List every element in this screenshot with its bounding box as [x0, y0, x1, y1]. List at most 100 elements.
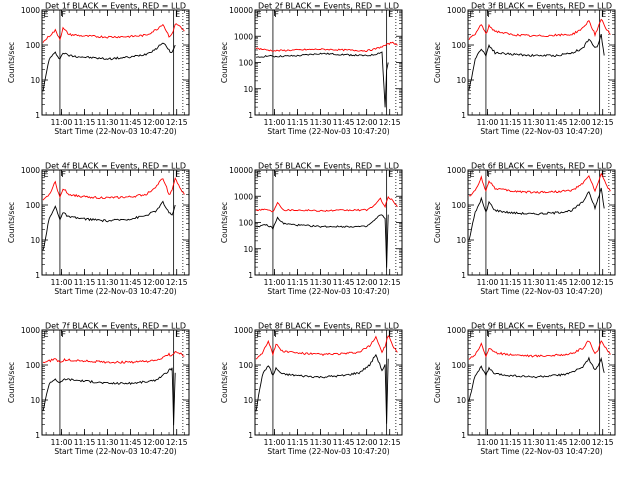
x-tick-label: 11:15 — [74, 118, 96, 127]
events-series-line — [468, 33, 605, 90]
events-series-line — [42, 200, 176, 251]
lld-series-line — [255, 335, 398, 360]
x-tick-label: 12:15 — [592, 278, 614, 287]
x-tick-label: 11:15 — [500, 438, 522, 447]
y-tick-label: 100 — [239, 361, 254, 370]
x-axis-label: Start Time (22-Nov-03 10:47:20) — [54, 287, 176, 296]
event-marker-label: E — [470, 170, 475, 179]
event-marker-label: E — [601, 330, 606, 339]
events-series-line — [42, 367, 176, 426]
x-tick-label: 12:00 — [569, 438, 591, 447]
y-tick-label: 10 — [456, 76, 466, 85]
x-tick-label: 12:15 — [166, 438, 188, 447]
lld-series-line — [42, 23, 185, 43]
lld-series-line — [42, 176, 185, 201]
event-marker-label: E — [601, 170, 606, 179]
x-tick-label: 12:00 — [356, 118, 378, 127]
y-tick-label: 1000 — [447, 166, 466, 175]
x-tick-label: 11:30 — [97, 278, 119, 287]
x-tick-label: 11:15 — [500, 118, 522, 127]
y-tick-label: 100 — [26, 361, 41, 370]
y-tick-label: 1000 — [234, 326, 253, 335]
x-tick-label: 11:45 — [120, 438, 142, 447]
y-tick-label: 1 — [35, 271, 40, 280]
event-marker-label: E — [257, 330, 262, 339]
event-marker-label: E — [44, 330, 49, 339]
x-tick-label: 11:45 — [546, 118, 568, 127]
y-tick-label: 1000 — [447, 326, 466, 335]
y-axis-label: Counts/sec — [433, 202, 442, 243]
y-tick-label: 1 — [461, 431, 466, 440]
panel-det-8: Det 8f BLACK = Events, RED = LLD 1 10 100 10… — [220, 322, 403, 456]
x-tick-label: 11:45 — [333, 438, 355, 447]
x-tick-label: 11:15 — [287, 118, 309, 127]
x-axis-label: Start Time (22-Nov-03 10:47:20) — [54, 447, 176, 456]
y-tick-label: 10000 — [229, 6, 253, 15]
y-tick-label: 10 — [243, 85, 253, 94]
x-tick-label: 11:30 — [97, 438, 119, 447]
y-tick-label: 100 — [239, 59, 254, 68]
event-marker-label: E — [470, 330, 475, 339]
event-marker-label: F — [274, 330, 279, 339]
x-tick-label: 12:15 — [592, 118, 614, 127]
x-tick-label: 11:15 — [287, 278, 309, 287]
event-marker-label: F — [487, 330, 492, 339]
x-tick-label: 11:00 — [264, 438, 286, 447]
y-axis-label: Counts/sec — [433, 42, 442, 83]
y-tick-label: 10 — [30, 396, 40, 405]
event-marker-label: E — [44, 170, 49, 179]
chart-title: Det 6f BLACK = Events, RED = LLD — [471, 162, 612, 171]
y-axis-label: Counts/sec — [220, 362, 229, 403]
event-marker-label: E — [175, 10, 180, 19]
events-series-line — [255, 51, 389, 108]
x-tick-label: 11:15 — [287, 438, 309, 447]
plot-frame — [41, 9, 190, 116]
panel-det-3: Det 3f BLACK = Events, RED = LLD 1 10 100 10… — [433, 2, 616, 136]
x-tick-label: 12:00 — [143, 438, 165, 447]
event-marker-label: E — [257, 170, 262, 179]
x-tick-label: 11:15 — [74, 278, 96, 287]
panel-det-7: Det 7f BLACK = Events, RED = LLD 1 10 100 10… — [7, 322, 190, 456]
x-tick-label: 11:15 — [74, 438, 96, 447]
y-tick-label: 1 — [35, 431, 40, 440]
x-tick-label: 12:15 — [379, 438, 401, 447]
event-marker-label: F — [487, 10, 492, 19]
x-tick-label: 11:15 — [500, 278, 522, 287]
y-tick-label: 10 — [243, 245, 253, 254]
x-tick-label: 11:00 — [477, 118, 499, 127]
y-axis-label: Counts/sec — [220, 202, 229, 243]
x-tick-label: 12:00 — [143, 278, 165, 287]
lld-series-line — [468, 18, 611, 41]
lld-series-line — [42, 350, 185, 364]
x-tick-label: 11:00 — [51, 438, 73, 447]
x-tick-label: 11:30 — [310, 278, 332, 287]
lld-series-line — [468, 340, 611, 360]
x-tick-label: 12:00 — [569, 118, 591, 127]
x-tick-label: 11:30 — [523, 438, 545, 447]
x-tick-label: 11:45 — [120, 118, 142, 127]
lld-series-line — [468, 172, 611, 197]
y-tick-label: 1 — [248, 271, 253, 280]
y-tick-label: 1 — [248, 111, 253, 120]
y-tick-label: 1000 — [21, 6, 40, 15]
y-axis-label: Counts/sec — [7, 42, 16, 83]
y-axis-label: Counts/sec — [433, 362, 442, 403]
chart-title: Det 4f BLACK = Events, RED = LLD — [45, 162, 186, 171]
x-axis-label: Start Time (22-Nov-03 10:47:20) — [480, 447, 602, 456]
x-tick-label: 12:15 — [166, 278, 188, 287]
x-tick-label: 11:45 — [546, 278, 568, 287]
chart-title: Det 7f BLACK = Events, RED = LLD — [45, 322, 186, 331]
y-tick-label: 1 — [461, 111, 466, 120]
y-axis-label: Counts/sec — [7, 362, 16, 403]
chart-title: Det 2f BLACK = Events, RED = LLD — [258, 2, 399, 11]
events-series-line — [468, 356, 605, 402]
chart-title: Det 9f BLACK = Events, RED = LLD — [471, 322, 612, 331]
event-marker-label: E — [388, 170, 393, 179]
x-tick-label: 12:15 — [166, 118, 188, 127]
panel-det-6: Det 6f BLACK = Events, RED = LLD 1 10 100 10… — [433, 162, 616, 296]
x-tick-label: 11:30 — [310, 118, 332, 127]
panel-det-1: Det 1f BLACK = Events, RED = LLD 1 10 100 10… — [7, 2, 190, 136]
event-marker-label: E — [44, 10, 49, 19]
x-tick-label: 12:15 — [592, 438, 614, 447]
event-marker-label: E — [175, 330, 180, 339]
